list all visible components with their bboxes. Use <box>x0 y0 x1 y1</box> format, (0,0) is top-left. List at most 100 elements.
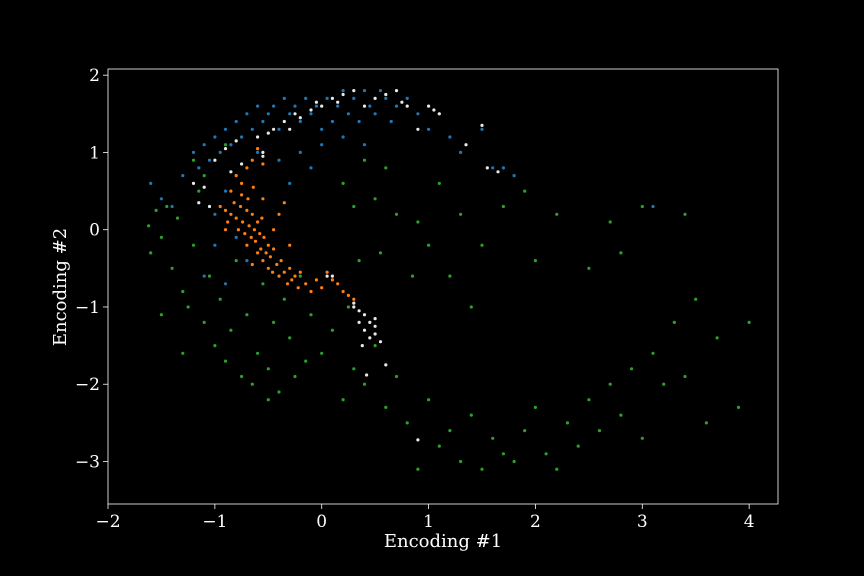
data-point-s0-47 <box>448 429 452 433</box>
data-point-s1-7 <box>207 158 212 162</box>
data-point-s3-37 <box>207 204 212 209</box>
data-point-s1-0 <box>149 181 153 185</box>
data-point-s3-40 <box>352 301 356 305</box>
data-point-s0-38 <box>362 382 367 386</box>
data-point-s0-56 <box>544 452 548 456</box>
data-point-s2-13 <box>247 224 251 228</box>
data-point-s3-32 <box>485 166 489 170</box>
data-point-s0-101 <box>181 351 185 355</box>
data-point-s0-7 <box>181 289 185 294</box>
data-point-s0-76 <box>640 204 644 209</box>
data-point-s2-27 <box>266 266 270 270</box>
data-point-s3-21 <box>362 104 367 108</box>
x-tick-label: −2 <box>95 512 120 532</box>
data-point-s2-34 <box>279 259 283 263</box>
y-axis-label: Encoding #2 <box>50 228 71 346</box>
data-point-s1-29 <box>325 96 329 100</box>
data-point-s1-21 <box>282 96 286 100</box>
y-tick-label: 2 <box>89 66 100 86</box>
data-point-s3-18 <box>336 100 340 104</box>
data-point-s0-26 <box>282 297 286 301</box>
data-point-s2-41 <box>298 270 302 274</box>
data-point-s2-49 <box>341 289 345 294</box>
data-point-s0-80 <box>555 212 559 216</box>
data-point-s0-15 <box>223 359 228 363</box>
data-point-s2-32 <box>275 262 279 267</box>
data-point-s1-48 <box>459 150 463 154</box>
data-point-s0-10 <box>197 189 201 193</box>
data-point-s0-83 <box>501 204 505 209</box>
data-point-s0-93 <box>384 166 388 170</box>
data-point-s0-74 <box>747 320 751 324</box>
data-point-s3-43 <box>368 320 372 324</box>
data-point-s3-3 <box>229 170 233 174</box>
data-point-s0-81 <box>533 259 538 263</box>
data-point-s0-70 <box>694 297 698 301</box>
data-point-s0-5 <box>170 266 174 270</box>
data-point-s0-22 <box>261 282 265 286</box>
data-point-s1-19 <box>272 104 276 108</box>
data-point-s1-54 <box>213 212 217 216</box>
data-point-s1-11 <box>229 143 233 147</box>
data-point-s0-87 <box>448 274 452 278</box>
data-point-s0-6 <box>175 216 180 220</box>
data-point-s1-8 <box>213 135 217 139</box>
data-point-s0-53 <box>512 459 516 464</box>
data-point-s1-61 <box>288 181 292 185</box>
data-point-s3-15 <box>314 100 318 104</box>
data-point-s0-39 <box>373 344 377 348</box>
data-point-s3-33 <box>496 170 500 174</box>
data-point-s0-43 <box>405 421 409 425</box>
data-point-s0-0 <box>147 224 151 228</box>
data-point-s0-17 <box>234 259 238 263</box>
data-point-s2-26 <box>264 251 268 255</box>
data-point-s1-5 <box>197 166 201 170</box>
data-point-s0-40 <box>378 251 383 255</box>
data-point-s3-48 <box>373 332 377 336</box>
data-point-s3-47 <box>368 336 372 340</box>
data-points <box>147 89 751 471</box>
data-point-s1-34 <box>352 96 356 100</box>
data-point-s0-45 <box>427 398 431 402</box>
data-point-s3-46 <box>362 328 367 332</box>
data-point-s3-35 <box>191 181 196 185</box>
data-point-s1-64 <box>320 143 324 147</box>
data-point-s2-21 <box>258 232 262 236</box>
data-point-s2-29 <box>268 255 272 259</box>
data-point-s3-26 <box>405 104 409 108</box>
data-point-s2-65 <box>245 243 249 247</box>
data-point-s2-35 <box>282 270 286 274</box>
data-point-s0-36 <box>352 367 356 371</box>
data-point-s3-10 <box>282 119 286 124</box>
x-tick-label: −1 <box>202 512 227 532</box>
data-point-s3-2 <box>223 147 228 151</box>
data-point-s0-33 <box>330 328 334 332</box>
data-point-s1-32 <box>341 89 345 93</box>
data-point-s1-22 <box>288 112 292 116</box>
data-point-s2-33 <box>277 274 281 278</box>
data-point-s3-20 <box>352 89 356 93</box>
y-tick-label: 1 <box>89 143 100 163</box>
data-point-s3-7 <box>261 150 265 154</box>
data-point-s0-60 <box>587 398 591 402</box>
data-point-s2-31 <box>272 247 276 251</box>
data-point-s0-49 <box>469 413 473 417</box>
data-point-s0-35 <box>346 305 350 309</box>
data-point-s2-66 <box>250 262 254 267</box>
data-point-s2-53 <box>240 181 244 185</box>
data-point-s2-50 <box>346 293 350 297</box>
data-point-s3-29 <box>432 108 436 112</box>
data-point-s3-5 <box>240 162 244 166</box>
data-point-s1-63 <box>309 166 313 170</box>
data-point-s0-37 <box>357 259 361 263</box>
data-point-s3-56 <box>261 154 265 158</box>
data-point-s2-64 <box>261 197 265 201</box>
data-point-s0-41 <box>384 405 388 409</box>
data-point-s2-52 <box>245 166 249 170</box>
data-point-s2-0 <box>218 204 222 209</box>
data-point-s0-100 <box>223 143 228 147</box>
data-point-s3-49 <box>378 340 383 344</box>
data-point-s0-78 <box>608 220 612 224</box>
data-point-s0-9 <box>191 243 196 247</box>
